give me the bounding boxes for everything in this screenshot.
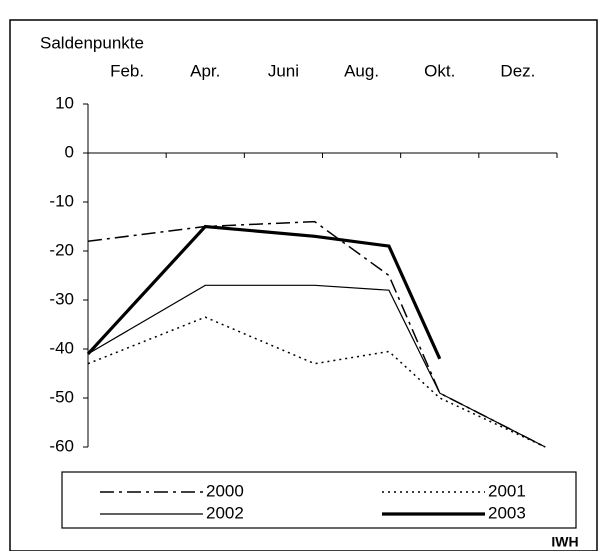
series-line [86,224,442,360]
legend-box [61,471,577,529]
y-tick-label: -40 [49,338,74,357]
y-tick-label: -60 [49,436,74,455]
x-tick-label: Dez. [500,61,535,80]
series-line [87,316,546,448]
x-tick-label: Okt. [424,61,455,80]
source: IWH [551,534,578,550]
y-tick-label: -20 [49,240,74,259]
y-tick-label: -30 [49,289,74,308]
y-title: Saldenpunkte [40,33,144,52]
x-tick-label: Juni [268,61,299,80]
x-tick-label: Feb. [110,61,144,80]
legend-label: 2002 [206,503,244,522]
legend-label: 2000 [206,481,244,500]
series-line [87,284,546,448]
series-line [87,220,546,448]
x-tick-label: Apr. [190,61,220,80]
y-tick-label: -50 [49,387,74,406]
legend-label: 2001 [488,481,526,500]
y-tick-label: 10 [55,93,74,112]
legend-label: 2003 [488,503,526,522]
y-tick-label: 0 [65,142,74,161]
x-tick-label: Aug. [344,61,379,80]
y-tick-label: -10 [49,191,74,210]
